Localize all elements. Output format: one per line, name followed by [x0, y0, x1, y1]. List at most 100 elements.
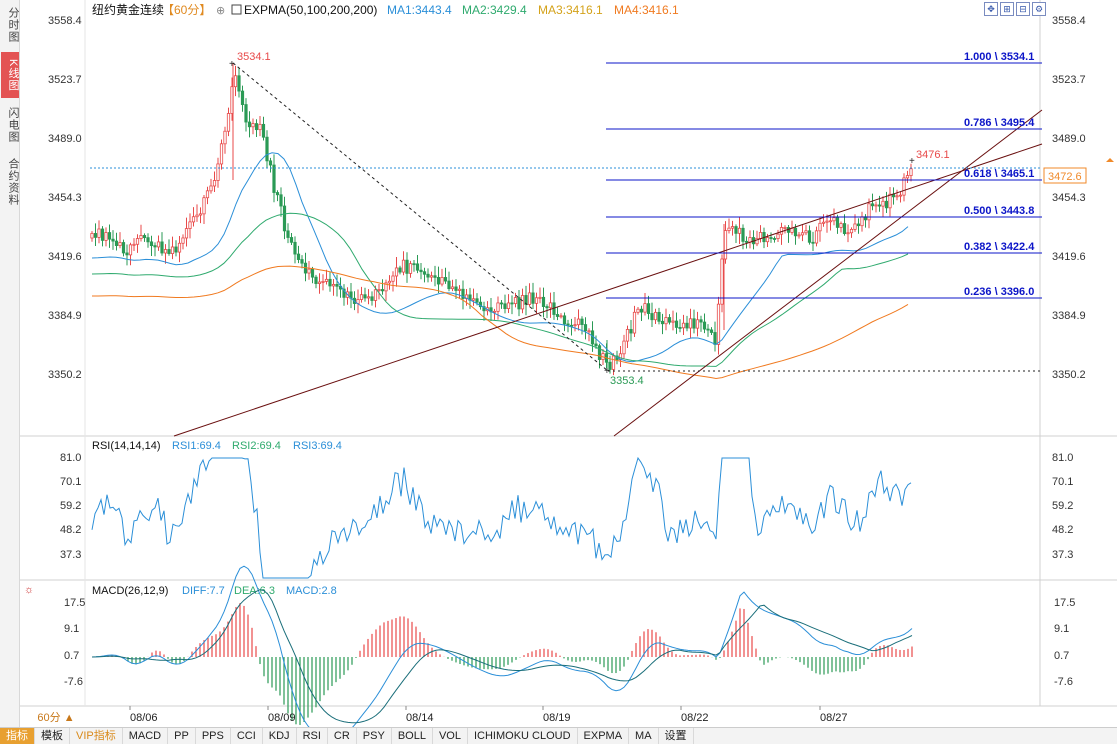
current-price-box	[1043, 167, 1087, 184]
indicator-tab[interactable]: PPS	[196, 727, 231, 744]
candle-body	[412, 263, 416, 266]
tab-time-chart[interactable]: 分时图	[7, 7, 19, 43]
candle-body	[188, 221, 192, 229]
candle-body	[639, 308, 644, 313]
candle-body	[499, 302, 504, 305]
indicator-tab[interactable]: PSY	[357, 727, 392, 744]
candle-body	[874, 204, 878, 207]
candle-body	[415, 263, 420, 271]
candle-body	[181, 237, 185, 244]
candle-body	[391, 275, 395, 282]
header-legend: 纽约黄金连续 【60分】 ⊕ EXPMA(50,100,200,200) MA1…	[92, 2, 679, 17]
tab-flash-chart[interactable]: 闪电图	[7, 107, 19, 143]
indicator-tab[interactable]: PP	[168, 727, 196, 744]
candle-body	[440, 277, 444, 285]
candle-body	[566, 323, 570, 326]
candle-body	[755, 237, 759, 245]
candle-body	[573, 324, 577, 327]
indicator-tab[interactable]: EXPMA	[578, 727, 630, 744]
fib-anchor-line	[232, 62, 609, 372]
rsi-tick-right: 48.2	[1052, 524, 1073, 536]
settings-gear-icon[interactable]: ⊕	[216, 5, 225, 17]
candle-body	[510, 302, 514, 305]
candle-body	[643, 303, 647, 313]
candle-body	[331, 284, 336, 287]
chart-area[interactable]: 纽约黄金连续 【60分】 ⊕ EXPMA(50,100,200,200) MA1…	[20, 0, 1117, 727]
candle-body	[268, 160, 273, 166]
zoom-in-icon[interactable]: ⊞	[1000, 2, 1014, 16]
candle-body	[692, 318, 696, 329]
candle-body	[121, 242, 126, 254]
candle-body	[135, 238, 140, 245]
candle-body	[629, 329, 633, 334]
candle-body	[580, 318, 584, 325]
candle-body	[128, 244, 133, 256]
indicator-tab[interactable]: CR	[328, 727, 357, 744]
indicator-tab[interactable]: RSI	[297, 727, 328, 744]
candle-body	[898, 194, 903, 197]
period-select-button[interactable]: 60分 ▲	[37, 712, 75, 724]
rsi-tick-right: 70.1	[1052, 476, 1073, 488]
candle-body	[776, 233, 780, 239]
rsi1-label: RSI1:69.4	[172, 440, 221, 452]
candle-body	[461, 288, 465, 299]
candle-body	[317, 281, 322, 284]
time-label: 08/22	[681, 712, 709, 724]
candle-body	[741, 227, 745, 242]
candle-body	[205, 190, 210, 199]
candle-body	[818, 222, 822, 232]
zoom-out-icon[interactable]: ⊟	[1016, 2, 1030, 16]
candle-body	[513, 297, 518, 304]
candle-body	[370, 296, 374, 301]
candle-body	[825, 220, 829, 223]
rsi3-label: RSI3:69.4	[293, 440, 342, 452]
candle-body	[419, 269, 423, 273]
candle-body	[587, 330, 591, 333]
candle-body	[828, 220, 833, 223]
ema200-line	[92, 265, 909, 380]
indicator-tab[interactable]: MA	[629, 727, 659, 744]
macd-settings-icon[interactable]: ☼	[24, 584, 34, 596]
candle-body	[324, 278, 329, 282]
indicator-tab[interactable]: VOL	[433, 727, 468, 744]
indicator-tab[interactable]: 设置	[659, 727, 694, 744]
price-tick-right: 3454.3	[1052, 192, 1086, 204]
settings-icon[interactable]: ⚙	[1032, 2, 1046, 16]
low-marker: +	[604, 366, 610, 377]
expma-label: EXPMA(50,100,200,200)	[244, 3, 377, 17]
candle-body	[632, 311, 637, 334]
indicator-tab[interactable]: KDJ	[263, 727, 297, 744]
candle-body	[223, 130, 227, 145]
candle-body	[758, 232, 763, 239]
indicator-tab[interactable]: VIP指标	[70, 727, 123, 744]
rsi-panel: RSI(14,14,14) RSI1:69.4 RSI2:69.4 RSI3:6…	[60, 440, 1073, 579]
candle-body	[524, 295, 528, 305]
candle-body	[170, 246, 175, 254]
indicator-tab[interactable]: 指标	[0, 727, 35, 744]
candle-body	[646, 303, 651, 314]
candle-body	[237, 75, 241, 92]
candle-body	[111, 238, 115, 242]
price-tick-right: 3419.6	[1052, 251, 1086, 263]
indicator-tab[interactable]: BOLL	[392, 727, 433, 744]
time-label: 08/14	[406, 712, 434, 724]
candle-body	[814, 230, 819, 244]
candle-body	[401, 259, 406, 273]
indicator-tab[interactable]: MACD	[123, 727, 169, 744]
rsi-line	[91, 456, 912, 579]
candle-body	[328, 278, 332, 287]
candle-body	[800, 232, 805, 236]
move-icon[interactable]: ✥	[984, 2, 998, 16]
indicator-tab[interactable]: 模板	[35, 727, 70, 744]
candle-body	[408, 263, 413, 274]
price-tick-left: 3523.7	[48, 74, 82, 86]
candle-body	[681, 322, 686, 329]
candle-body	[797, 234, 801, 237]
tab-kline-chart[interactable]: K线图	[1, 52, 19, 98]
indicator-tab[interactable]: ICHIMOKU CLOUD	[468, 727, 578, 744]
tab-contract-info[interactable]: 合约资料	[7, 158, 19, 206]
candle-body	[286, 230, 290, 238]
candle-body	[702, 321, 707, 330]
candle-body	[716, 303, 721, 345]
indicator-tab[interactable]: CCI	[231, 727, 263, 744]
